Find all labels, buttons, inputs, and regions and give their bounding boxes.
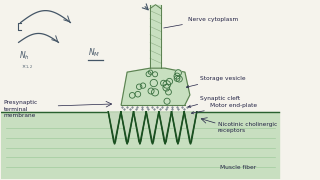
Polygon shape <box>172 112 184 143</box>
Circle shape <box>174 73 180 79</box>
Circle shape <box>166 78 172 85</box>
Text: $N_M$: $N_M$ <box>88 46 100 59</box>
Circle shape <box>135 91 141 97</box>
Text: Muscle fiber: Muscle fiber <box>220 165 256 170</box>
Circle shape <box>129 93 135 98</box>
Circle shape <box>151 89 159 96</box>
Polygon shape <box>159 112 172 144</box>
Text: Nerve cytoplasm: Nerve cytoplasm <box>164 17 238 28</box>
Circle shape <box>153 72 158 77</box>
Text: $\times_{1,2}$: $\times_{1,2}$ <box>20 63 32 71</box>
Polygon shape <box>146 112 159 144</box>
Text: Presynaptic
terminal
membrane: Presynaptic terminal membrane <box>4 100 38 118</box>
Polygon shape <box>185 112 196 143</box>
Polygon shape <box>121 112 133 144</box>
Polygon shape <box>147 112 158 143</box>
Circle shape <box>164 98 170 104</box>
Polygon shape <box>159 112 171 143</box>
Circle shape <box>150 79 157 87</box>
Polygon shape <box>134 112 146 143</box>
Polygon shape <box>109 112 120 143</box>
Text: $N_h$: $N_h$ <box>19 49 29 62</box>
Polygon shape <box>172 112 184 144</box>
Circle shape <box>161 80 166 86</box>
Circle shape <box>148 70 153 74</box>
Polygon shape <box>1 112 279 179</box>
Circle shape <box>175 70 181 76</box>
Circle shape <box>136 84 142 89</box>
Circle shape <box>174 76 180 81</box>
Text: Synaptic cleft: Synaptic cleft <box>188 96 240 107</box>
Circle shape <box>148 88 154 94</box>
Circle shape <box>140 83 146 88</box>
Polygon shape <box>121 68 190 105</box>
Text: Motor end-plate: Motor end-plate <box>191 103 257 114</box>
Polygon shape <box>108 112 121 144</box>
Circle shape <box>165 89 172 95</box>
Circle shape <box>163 84 170 91</box>
Text: Nicotinic cholinergic
receptors: Nicotinic cholinergic receptors <box>218 122 277 133</box>
Polygon shape <box>121 112 133 143</box>
Circle shape <box>146 71 151 77</box>
Polygon shape <box>150 5 161 68</box>
Circle shape <box>176 76 182 82</box>
Polygon shape <box>133 112 146 144</box>
Text: Storage vesicle: Storage vesicle <box>186 76 245 88</box>
Polygon shape <box>184 112 197 144</box>
Circle shape <box>163 81 171 88</box>
